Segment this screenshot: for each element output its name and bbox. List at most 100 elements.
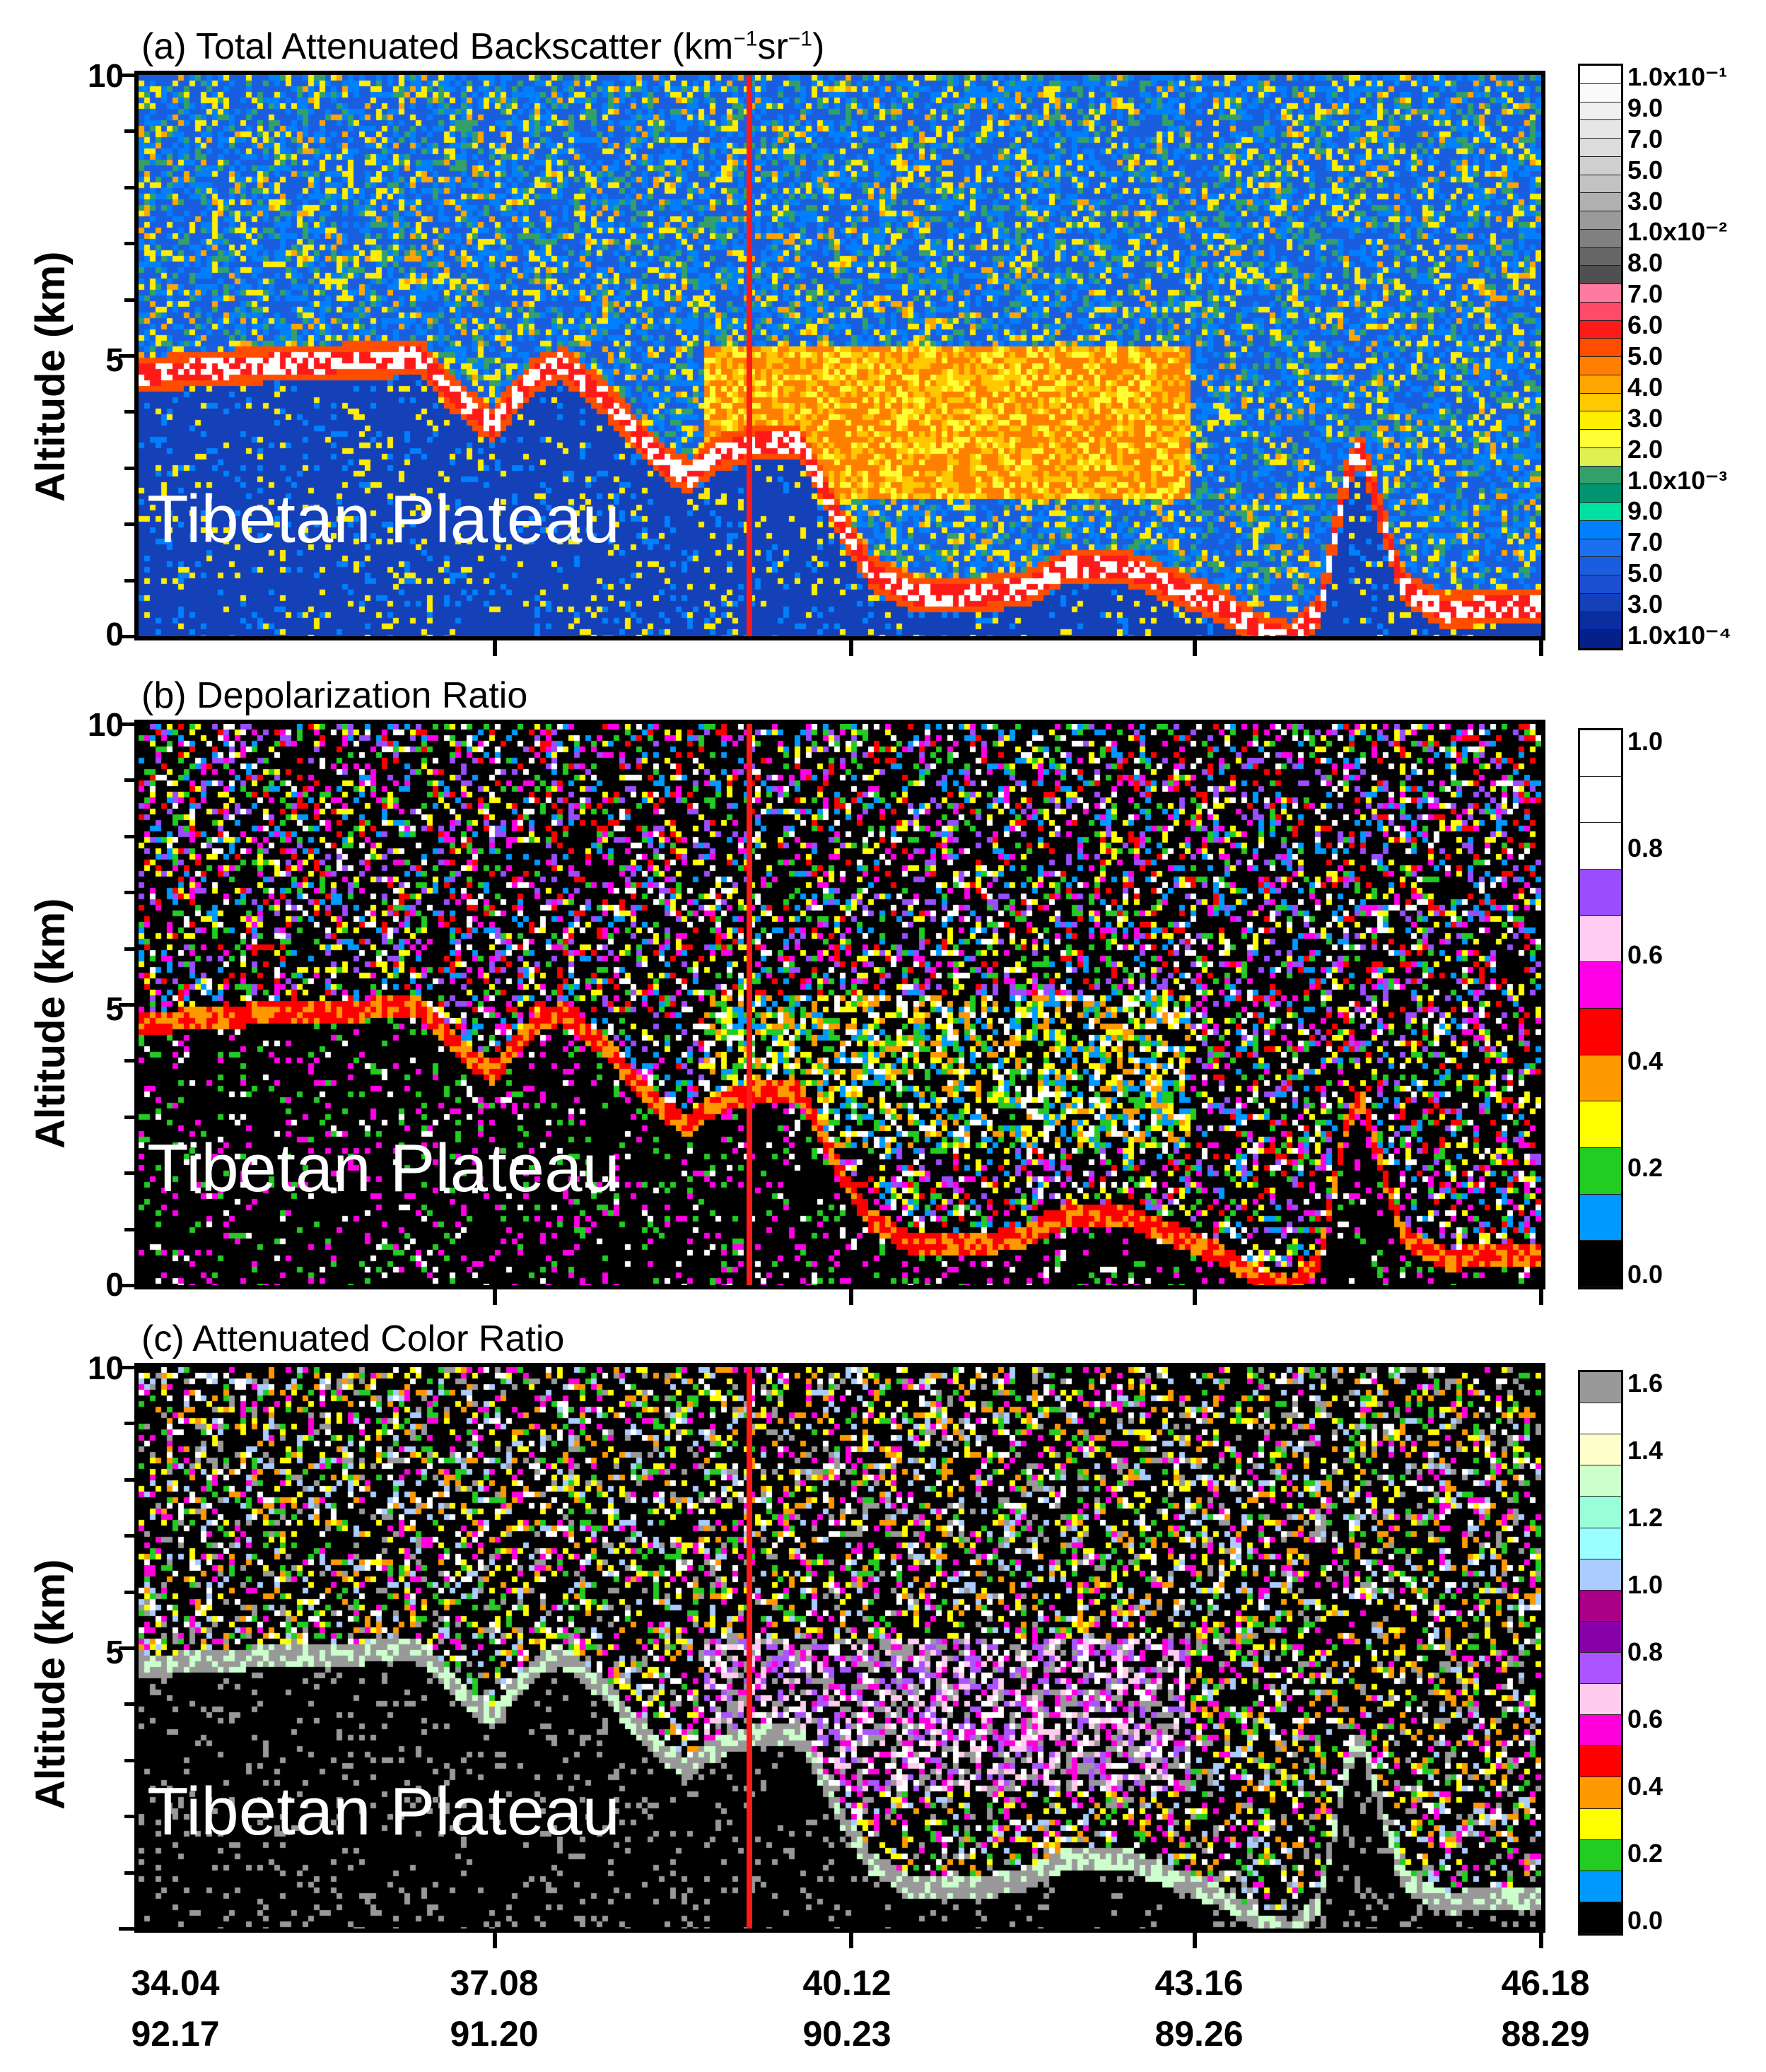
colorbar-segment <box>1580 156 1621 175</box>
tick-mark <box>124 1702 136 1707</box>
colorbar-segment <box>1580 1559 1621 1591</box>
colorbar-segment <box>1580 102 1621 121</box>
colorbar-segment <box>1580 175 1621 194</box>
colorbar-segment <box>1580 1871 1621 1902</box>
panel-c-annotation: Tibetan Plateau <box>147 1774 620 1849</box>
tick-mark <box>119 635 136 638</box>
tick-mark <box>124 778 136 783</box>
colorbar-segment <box>1580 66 1621 84</box>
panel-a-annotation: Tibetan Plateau <box>147 481 620 557</box>
tick-mark <box>849 1933 853 1948</box>
panel-a-marker-line <box>747 75 752 636</box>
colorbar-segment <box>1580 1652 1621 1685</box>
tick-mark <box>1539 1933 1543 1948</box>
colorbar-segment <box>1580 1684 1621 1716</box>
xlabel-lat-0: 34.04 <box>131 1963 220 2003</box>
colorbar-segment <box>1580 139 1621 157</box>
colorbar-label: 3.0 <box>1627 186 1663 216</box>
panel-b-marker-line <box>747 724 752 1285</box>
panel-b-annotation: Tibetan Plateau <box>147 1130 620 1206</box>
colorbar-segment <box>1580 466 1621 485</box>
colorbar-label: 7.0 <box>1627 527 1663 557</box>
colorbar-label: 5.0 <box>1627 558 1663 588</box>
tick-mark <box>124 578 136 583</box>
colorbar-label: 1.0x10⁻¹ <box>1627 62 1728 91</box>
colorbar-label: 8.0 <box>1627 248 1663 278</box>
tick-mark <box>124 1815 136 1819</box>
colorbar-label: 1.0x10⁻⁴ <box>1627 621 1731 650</box>
xlabel-lon-1: 91.20 <box>450 2014 539 2054</box>
tick-mark <box>119 74 136 77</box>
panel-a-ytick-10: 10 <box>87 57 124 94</box>
tick-mark <box>124 466 136 470</box>
colorbar-segment <box>1580 575 1621 594</box>
colorbar-segment <box>1580 1715 1621 1747</box>
panel-a-title-main: (a) Total Attenuated Backscatter <box>141 26 672 67</box>
tick-mark <box>124 242 136 246</box>
panel-c-colorbar <box>1578 1370 1623 1936</box>
colorbar-segment <box>1580 1902 1621 1933</box>
tick-mark <box>849 1289 853 1305</box>
xlabel-lon-3: 89.26 <box>1154 2014 1244 2054</box>
colorbar-label: 1.4 <box>1627 1436 1663 1465</box>
panel-a-unit-mid: sr <box>757 26 788 67</box>
panel-a-ytick-5: 5 <box>105 341 124 378</box>
colorbar-segment <box>1580 557 1621 575</box>
colorbar-segment <box>1580 1590 1621 1622</box>
colorbar-label: 3.0 <box>1627 403 1663 433</box>
tick-mark <box>119 1646 136 1650</box>
tick-mark <box>124 1477 136 1482</box>
xlabel-lat-3: 43.16 <box>1154 1963 1244 2003</box>
colorbar-segment <box>1580 1194 1621 1241</box>
colorbar-label: 7.0 <box>1627 279 1663 309</box>
xlabel-lon-4: 88.29 <box>1501 2014 1590 2054</box>
colorbar-label: 0.0 <box>1627 1260 1663 1289</box>
colorbar-label: 1.0x10⁻² <box>1627 217 1728 247</box>
colorbar-segment <box>1580 83 1621 103</box>
colorbar-segment <box>1580 823 1621 870</box>
tick-mark <box>124 298 136 302</box>
panel-b-ytick-0: 0 <box>105 1266 124 1303</box>
colorbar-segment <box>1580 915 1621 963</box>
colorbar-label: 0.4 <box>1627 1772 1663 1801</box>
panel-b-ytick-5: 5 <box>105 990 124 1027</box>
colorbar-segment <box>1580 284 1621 303</box>
panel-a-unit-exp1: −1 <box>733 27 758 51</box>
colorbar-label: 0.6 <box>1627 1704 1663 1733</box>
colorbar-segment <box>1580 1372 1621 1404</box>
panel-c-title: (c) Attenuated Color Ratio <box>141 1318 565 1359</box>
tick-mark <box>124 129 136 134</box>
tick-mark <box>124 1590 136 1594</box>
colorbar-segment <box>1580 869 1621 916</box>
colorbar-label: 0.8 <box>1627 833 1663 862</box>
colorbar-segment <box>1580 1528 1621 1559</box>
tick-mark <box>124 410 136 414</box>
colorbar-label: 6.0 <box>1627 310 1663 340</box>
colorbar-label: 1.2 <box>1627 1503 1663 1532</box>
tick-mark <box>1539 1289 1543 1305</box>
colorbar-segment <box>1580 1839 1621 1871</box>
colorbar-segment <box>1580 1621 1621 1653</box>
tick-mark <box>1193 1933 1197 1948</box>
tick-mark <box>124 1171 136 1176</box>
colorbar-label: 5.0 <box>1627 155 1663 185</box>
colorbar-label: 1.0 <box>1627 727 1663 756</box>
xlabel-lat-4: 46.18 <box>1501 1963 1590 2003</box>
tick-mark <box>124 1758 136 1762</box>
colorbar-label: 0.8 <box>1627 1637 1663 1666</box>
colorbar-segment <box>1580 730 1621 777</box>
xlabel-lon-2: 90.23 <box>802 2014 891 2054</box>
panel-a-unit-close: ) <box>812 26 825 67</box>
panel-a-colorbar <box>1578 64 1623 650</box>
panel-c-ytick-10: 10 <box>87 1350 124 1386</box>
colorbar-segment <box>1580 1434 1621 1466</box>
colorbar-label: 0.0 <box>1627 1906 1663 1935</box>
colorbar-segment <box>1580 484 1621 503</box>
tick-mark <box>124 522 136 527</box>
colorbar-segment <box>1580 962 1621 1009</box>
colorbar-segment <box>1580 1465 1621 1497</box>
tick-mark <box>124 1422 136 1426</box>
panel-c-heatmap <box>139 1367 1541 1928</box>
colorbar-segment <box>1580 630 1621 648</box>
panel-c-plot <box>134 1363 1545 1933</box>
